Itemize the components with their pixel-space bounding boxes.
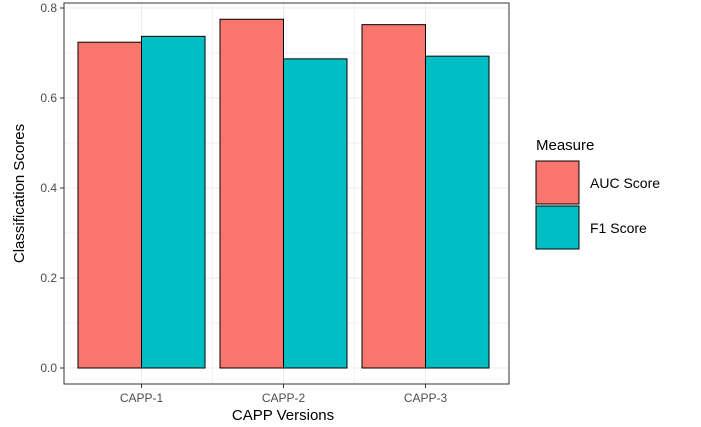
legend-title: Measure — [536, 137, 594, 154]
x-axis-title: CAPP Versions — [232, 407, 334, 424]
legend-label: AUC Score — [590, 175, 660, 191]
y-tick-label: 0.2 — [40, 271, 57, 285]
x-axis: CAPP-1 CAPP-2 CAPP-3 — [120, 384, 448, 405]
panel-border — [63, 2, 510, 385]
bar-f1-score-capp-3 — [425, 55, 490, 369]
y-tick-label: 0.8 — [40, 1, 57, 15]
x-tick-label: CAPP-1 — [120, 391, 164, 405]
legend-key-auc-score — [535, 160, 580, 205]
y-axis: 0.0 0.2 0.4 0.6 0.8 — [40, 1, 64, 375]
y-tick-label: 0.0 — [40, 361, 57, 375]
legend-key-f1-score — [535, 205, 580, 250]
legend-items: AUC Score F1 Score — [535, 160, 660, 250]
legend-label: F1 Score — [590, 220, 647, 236]
bar-auc-score-capp-2 — [219, 18, 284, 369]
bar-f1-score-capp-2 — [283, 58, 348, 369]
y-tick-label: 0.4 — [40, 181, 57, 195]
y-tick-label: 0.6 — [40, 91, 57, 105]
x-tick-label: CAPP-3 — [404, 391, 448, 405]
bar-f1-score-capp-1 — [141, 35, 206, 369]
bar-auc-score-capp-1 — [77, 41, 142, 369]
x-tick-label: CAPP-2 — [262, 391, 306, 405]
legend: Measure AUC Score F1 Score — [535, 137, 660, 250]
y-axis-title: Classification Scores — [11, 124, 28, 263]
bar-auc-score-capp-3 — [361, 24, 426, 369]
bars — [77, 18, 490, 369]
